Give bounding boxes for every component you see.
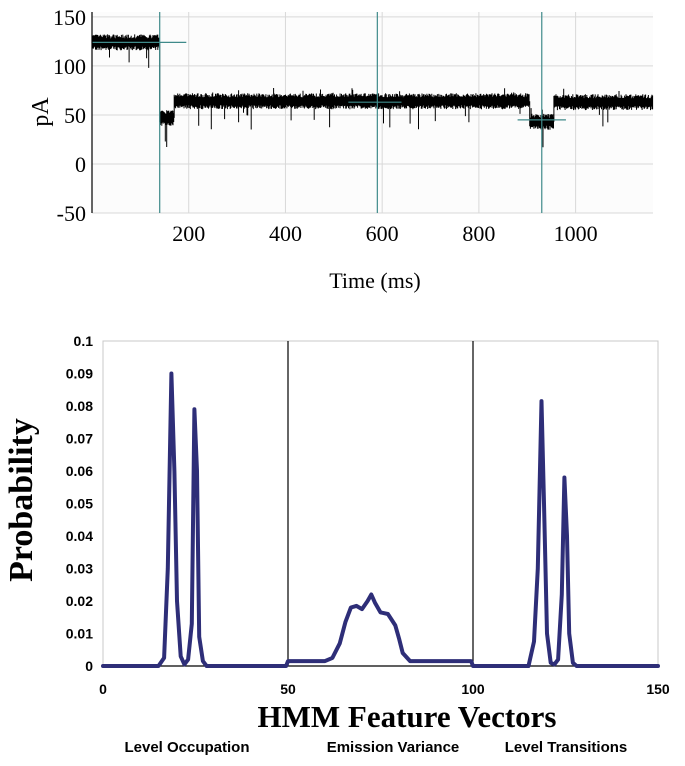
top-y-tick-label: 50	[64, 103, 86, 128]
top-x-tick-label: 600	[366, 221, 399, 246]
top-y-tick-label: -50	[57, 201, 86, 226]
top-y-tick-label: 150	[53, 5, 86, 30]
bottom-tick-labels: 0 0.01 0.02 0.03 0.04 0.05 0.06 0.07 0.08 0.09 0.1…	[66, 333, 670, 697]
top-plot-area	[92, 12, 653, 213]
top-y-tick-label: 0	[75, 152, 86, 177]
bottom-x-tick-label: 100	[461, 681, 485, 697]
top-y-axis-label: pA	[28, 97, 54, 127]
bottom-y-tick-label: 0.05	[66, 496, 93, 512]
top-x-tick-label: 400	[269, 221, 302, 246]
bottom-y-tick-label: 0	[85, 658, 93, 674]
bottom-y-tick-label: 0.04	[66, 528, 93, 544]
bottom-y-tick-label: 0.08	[66, 398, 93, 414]
top-tick-labels: 150 100 50 0 -50 200 400 600 800 1000	[53, 5, 598, 246]
bottom-y-tick-label: 0.06	[66, 463, 93, 479]
bottom-plot-frame	[102, 340, 659, 667]
bottom-x-tick-label: 150	[646, 681, 670, 697]
section-label-level-occupation: Level Occupation	[124, 739, 249, 756]
bottom-y-tick-label: 0.09	[66, 366, 93, 382]
top-x-tick-label: 1000	[554, 221, 598, 246]
current-trace-chart: 150 100 50 0 -50 200 400 600 800 1000 pA Time (ms…	[28, 5, 654, 293]
bottom-x-axis-label: HMM Feature Vectors	[258, 699, 557, 734]
probability-chart: 0 0.01 0.02 0.03 0.04 0.05 0.06 0.07 0.08 0.09 0.1…	[3, 333, 670, 756]
bottom-x-tick-label: 0	[99, 681, 107, 697]
section-label-emission-variance: Emission Variance	[327, 739, 460, 756]
top-x-axis-label: Time (ms)	[329, 268, 420, 293]
bottom-y-tick-label: 0.03	[66, 561, 93, 577]
bottom-y-tick-label: 0.01	[66, 626, 93, 642]
bottom-y-tick-label: 0.07	[66, 431, 93, 447]
top-gridlines	[92, 12, 653, 214]
top-markers	[92, 12, 566, 213]
top-x-tick-label: 800	[462, 221, 495, 246]
bottom-y-tick-label: 0.02	[66, 593, 93, 609]
section-dividers	[287, 341, 474, 666]
section-label-level-transitions: Level Transitions	[505, 739, 628, 756]
top-x-tick-label: 200	[172, 221, 205, 246]
probability-series-line	[101, 371, 660, 668]
bottom-x-tick-label: 50	[280, 681, 296, 697]
top-y-tick-label: 100	[53, 54, 86, 79]
bottom-y-tick-label: 0.1	[74, 333, 94, 349]
bottom-y-axis-label: Probability	[3, 418, 40, 582]
